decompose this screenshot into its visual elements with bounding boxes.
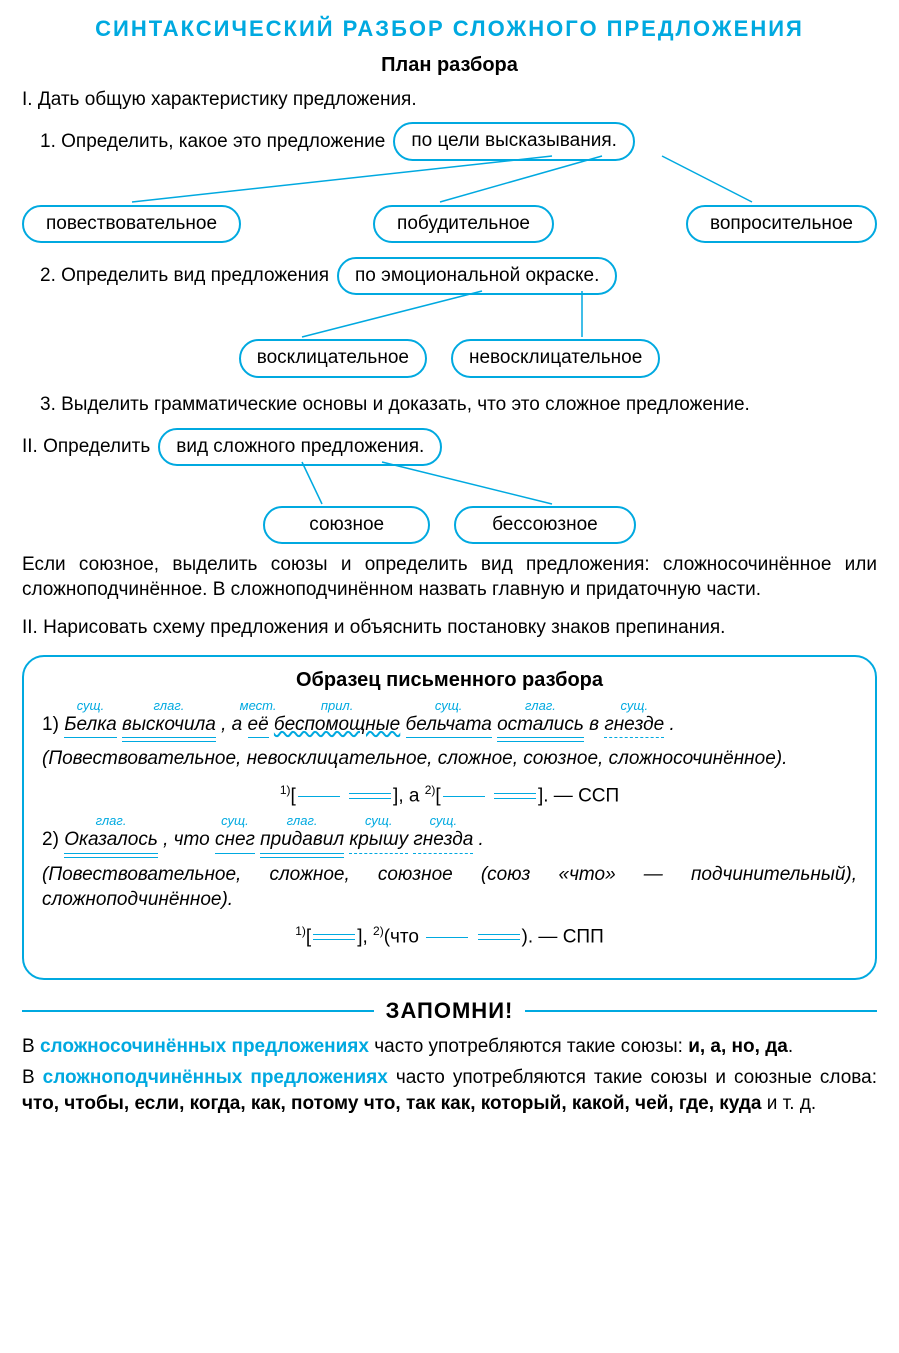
page-title: СИНТАКСИЧЕСКИЙ РАЗБОР СЛОЖНОГО ПРЕДЛОЖЕН… — [22, 14, 877, 44]
step2-option-2: невосклицательное — [451, 339, 660, 378]
example-title: Образец письменного разбора — [42, 667, 857, 694]
pos-annotation: глаг. — [96, 812, 127, 830]
pos-annotation: сущ. — [435, 697, 463, 715]
pos-annotation: мест. — [240, 697, 277, 715]
s2-characteristic: (Повествовательное, сложное, союзное (со… — [42, 862, 857, 913]
step1-option-2: побудительное — [373, 205, 554, 243]
example-sentence-1: 1) Белкасущ. выскочилаглаг. , а еёмест. … — [42, 712, 857, 739]
s1-num: 1) — [42, 714, 64, 735]
step2-text: 2. Определить вид предложения — [40, 263, 329, 289]
remember-divider: ЗАПОМНИ! — [22, 996, 877, 1026]
step1-options-row: повествовательное побудительное вопросит… — [22, 205, 877, 243]
remember-label: ЗАПОМНИ! — [386, 996, 514, 1026]
s2-schema: 1)[], 2)(что ). — СПП — [42, 923, 857, 950]
word: Оказалосьглаг. — [64, 827, 158, 854]
remember-p1-conj: и, а, но, да — [688, 1036, 788, 1057]
word: бельчатасущ. — [406, 712, 492, 739]
step1-text: 1. Определить, какое это предложение — [40, 129, 385, 155]
word: еёмест. — [248, 712, 269, 739]
word: беспомощныеприл. — [274, 712, 400, 738]
pos-annotation: прил. — [321, 697, 354, 715]
pos-annotation: глаг. — [287, 812, 318, 830]
section-ii-text: II. Определить — [22, 434, 150, 460]
example-box: Образец письменного разбора 1) Белкасущ.… — [22, 655, 877, 980]
remember-p1: В сложносочинённых предложениях часто уп… — [22, 1034, 877, 1060]
step1-option-3: вопросительное — [686, 205, 877, 243]
pos-annotation: глаг. — [153, 697, 184, 715]
step2-block: 2. Определить вид предложения по эмоцион… — [22, 257, 877, 378]
section-iii: II. Нарисовать схему предложения и объяс… — [22, 615, 877, 641]
pos-annotation: сущ. — [77, 697, 105, 715]
step1-block: 1. Определить, какое это предложение по … — [22, 122, 877, 242]
example-sentence-2: 2) Оказалосьглаг. , что снегсущ. придави… — [42, 827, 857, 854]
word: крышусущ. — [349, 827, 408, 854]
remember-p2-term: сложноподчинённых предложениях — [43, 1067, 388, 1088]
pos-annotation: сущ. — [430, 812, 458, 830]
pos-annotation: глаг. — [525, 697, 556, 715]
divider-line-left — [22, 1010, 374, 1012]
step1-option-1: повествовательное — [22, 205, 241, 243]
word: осталисьглаг. — [497, 712, 584, 739]
step3-text: 3. Выделить грамматические основы и дока… — [22, 392, 877, 418]
remember-p2: В сложноподчинённых предложениях часто у… — [22, 1065, 877, 1116]
word: придавилглаг. — [260, 827, 344, 854]
pos-annotation: сущ. — [365, 812, 393, 830]
step1-bubble: по цели высказывания. — [393, 122, 635, 161]
s2-num: 2) — [42, 829, 64, 850]
word: Белкасущ. — [64, 712, 117, 739]
section-ii-para: Если союзное, выделить союзы и определит… — [22, 552, 877, 603]
s1-characteristic: (Повествовательное, невосклицательное, с… — [42, 746, 857, 772]
s1-schema: 1)[ ], а 2)[ ]. — ССП — [42, 782, 857, 809]
section-ii-option-2: бессоюзное — [454, 506, 636, 544]
step2-options-row: восклицательное невосклицательное — [22, 339, 877, 378]
word: гнездесущ. — [604, 712, 664, 739]
step2-bubble: по эмоциональной окраске. — [337, 257, 617, 296]
pos-annotation: сущ. — [621, 697, 649, 715]
divider-line-right — [525, 1010, 877, 1012]
section-i: I. Дать общую характеристику предложения… — [22, 87, 877, 113]
word: гнездасущ. — [413, 827, 473, 854]
step2-option-1: восклицательное — [239, 339, 427, 378]
section-ii-option-1: союзное — [263, 506, 430, 544]
word: снегсущ. — [215, 827, 255, 854]
remember-p2-conj: что, чтобы, если, когда, как, потому что… — [22, 1093, 762, 1114]
section-ii-options-row: союзное бессоюзное — [22, 506, 877, 544]
word: выскочилаглаг. — [122, 712, 216, 739]
subtitle: План разбора — [22, 52, 877, 79]
remember-p1-term: сложносочинённых предложениях — [40, 1036, 369, 1057]
section-ii-block: II. Определить вид сложного предложения.… — [22, 428, 877, 544]
pos-annotation: сущ. — [221, 812, 249, 830]
section-ii-bubble: вид сложного предложения. — [158, 428, 442, 467]
